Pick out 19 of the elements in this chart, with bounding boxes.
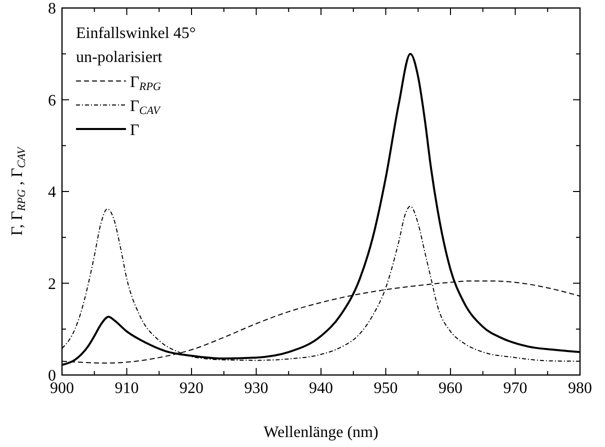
y-tick-label: 4 [48, 184, 56, 202]
legend-label: Γ [130, 122, 140, 139]
legend-label: Γ$_{RPG}$ [130, 74, 161, 94]
x-axis-title: Wellenlänge (nm) [264, 424, 378, 441]
x-tick-label: 980 [568, 380, 592, 397]
x-tick-label: 900 [50, 380, 74, 397]
x-tick-label: 950 [374, 380, 398, 397]
x-tick-label: 930 [244, 380, 268, 397]
x-tick-label: 920 [180, 380, 204, 397]
legend-label: Γ$_{CAV}$ [130, 98, 161, 118]
y-tick-label: 6 [48, 92, 56, 110]
annotation: Einfallswinkel 45° [76, 25, 196, 42]
x-tick-label: 940 [309, 380, 333, 397]
y-tick-label: 2 [48, 276, 56, 293]
x-tick-label: 960 [438, 380, 462, 397]
x-tick-label: 910 [114, 380, 139, 397]
y-tick-label: 8 [48, 0, 56, 18]
x-tick-label: 970 [503, 380, 528, 397]
annotation: un-polarisiert [76, 49, 163, 66]
